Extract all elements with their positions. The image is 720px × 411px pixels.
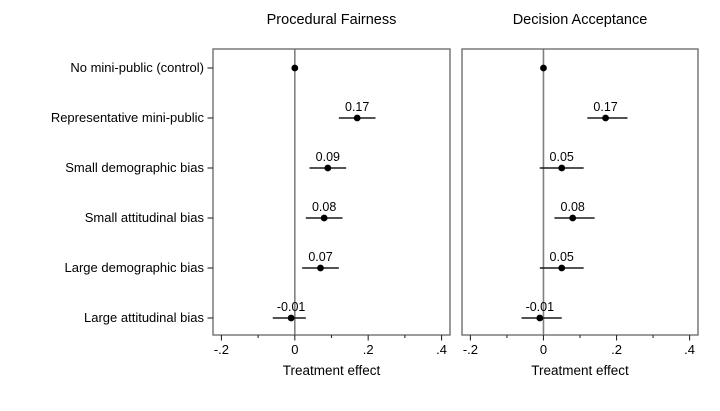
category-label-no-mini-public: No mini-public (control): [70, 60, 204, 75]
point-value-label: -0.01: [277, 300, 306, 314]
point-value-label: 0.17: [593, 100, 617, 114]
x-axis-tick-label: .4: [684, 342, 695, 357]
point-estimate-dot: [536, 314, 544, 322]
panel-border: [461, 48, 699, 336]
point-estimate-dot: [291, 64, 299, 72]
category-label-large-attitudinal-bias: Large attitudinal bias: [84, 310, 204, 325]
x-axis-tick-label: 0: [540, 342, 547, 357]
point-estimate-dot: [569, 214, 577, 222]
x-axis-tick-label: -.2: [463, 342, 478, 357]
point-estimate-dot: [602, 114, 609, 122]
point-estimate-dot: [320, 214, 328, 222]
panel-border: [212, 48, 451, 336]
point-estimate-dot: [317, 264, 324, 272]
x-axis-tick-label: .4: [436, 342, 447, 357]
point-value-label: 0.07: [308, 250, 332, 264]
point-value-label: 0.08: [312, 200, 336, 214]
x-axis-title-left: Treatment effect: [282, 363, 381, 378]
point-estimate-dot: [353, 114, 361, 122]
point-value-label: 0.05: [550, 250, 574, 264]
point-estimate-dot: [558, 264, 566, 272]
x-axis-tick-label: -.2: [214, 342, 229, 357]
point-value-label: 0.08: [561, 200, 585, 214]
panel-title-procedural-fairness: Procedural Fairness: [266, 12, 397, 28]
point-value-label: 0.05: [550, 150, 574, 164]
x-axis-tick-label: .2: [363, 342, 374, 357]
category-label-large-demographic-bias: Large demographic bias: [64, 260, 204, 275]
category-label-representative-mini-public: Representative mini-public: [50, 110, 204, 125]
x-axis-tick-label: 0: [291, 342, 298, 357]
point-value-label: 0.17: [345, 100, 369, 114]
point-value-label: -0.01: [526, 300, 555, 314]
x-axis-title-right: Treatment effect: [531, 363, 629, 378]
point-estimate-dot: [324, 164, 332, 172]
category-label-small-demographic-bias: Small demographic bias: [65, 160, 204, 175]
point-estimate-dot: [558, 164, 566, 172]
x-axis-tick-label: .2: [611, 342, 622, 357]
point-value-label: 0.09: [316, 150, 340, 164]
point-estimate-dot: [287, 314, 295, 322]
panel-title-decision-acceptance: Decision Acceptance: [512, 12, 648, 28]
point-estimate-dot: [540, 64, 547, 72]
category-label-small-attitudinal-bias: Small attitudinal bias: [84, 210, 204, 225]
